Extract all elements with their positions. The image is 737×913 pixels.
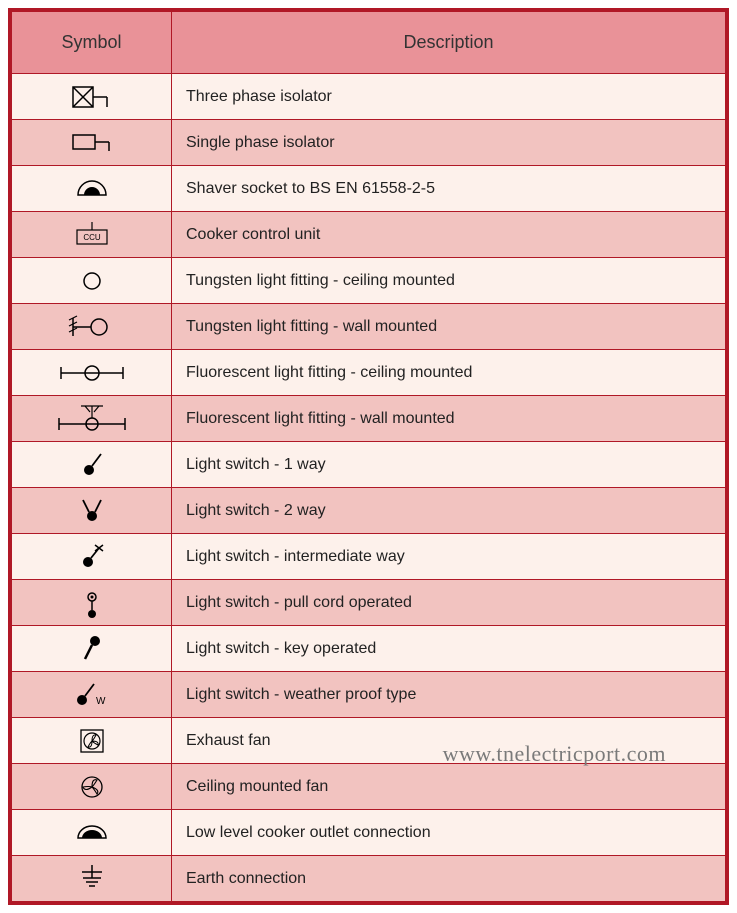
desc: Light switch - intermediate way [172,534,726,580]
table-row: Fluorescent light fitting - wall mounted [12,396,726,442]
table-row: Fluorescent light fitting - ceiling moun… [12,350,726,396]
tungsten-ceiling-icon [12,258,172,304]
desc: Fluorescent light fitting - ceiling moun… [172,350,726,396]
desc: Three phase isolator [172,74,726,120]
header-description: Description [172,12,726,74]
desc: Exhaust fan [172,718,726,764]
desc: Low level cooker outlet connection [172,810,726,856]
desc: Light switch - weather proof type [172,672,726,718]
three-phase-isolator-icon [12,74,172,120]
exhaust-fan-icon [12,718,172,764]
light-switch-intermediate-icon [12,534,172,580]
table-row: Tungsten light fitting - wall mounted [12,304,726,350]
legend-table: Symbol Description Three phase isolator … [11,11,726,902]
desc: Light switch - key operated [172,626,726,672]
table-row: Light switch - 2 way [12,488,726,534]
desc: Ceiling mounted fan [172,764,726,810]
desc: Tungsten light fitting - ceiling mounted [172,258,726,304]
table-row: Light switch - key operated [12,626,726,672]
desc: Single phase isolator [172,120,726,166]
desc: Shaver socket to BS EN 61558-2-5 [172,166,726,212]
single-phase-isolator-icon [12,120,172,166]
fluorescent-wall-icon [12,396,172,442]
light-switch-pullcord-icon [12,580,172,626]
cooker-control-unit-icon: CCU [12,212,172,258]
table-row: Low level cooker outlet connection [12,810,726,856]
table-row: Shaver socket to BS EN 61558-2-5 [12,166,726,212]
desc: Light switch - pull cord operated [172,580,726,626]
earth-connection-icon [12,856,172,902]
symbol-legend-table: Symbol Description Three phase isolator … [8,8,729,905]
fluorescent-ceiling-icon [12,350,172,396]
shaver-socket-icon [12,166,172,212]
table-row: W Light switch - weather proof type [12,672,726,718]
light-switch-1way-icon [12,442,172,488]
light-switch-2way-icon [12,488,172,534]
header-symbol: Symbol [12,12,172,74]
table-row: Exhaust fan [12,718,726,764]
ceiling-fan-icon [12,764,172,810]
desc: Light switch - 1 way [172,442,726,488]
cooker-outlet-icon [12,810,172,856]
table-row: Light switch - pull cord operated [12,580,726,626]
table-row: Three phase isolator [12,74,726,120]
light-switch-key-icon [12,626,172,672]
table-row: Ceiling mounted fan [12,764,726,810]
light-switch-weatherproof-icon: W [12,672,172,718]
table-row: Single phase isolator [12,120,726,166]
desc: Light switch - 2 way [172,488,726,534]
desc: Fluorescent light fitting - wall mounted [172,396,726,442]
table-row: Tungsten light fitting - ceiling mounted [12,258,726,304]
tungsten-wall-icon [12,304,172,350]
desc: Tungsten light fitting - wall mounted [172,304,726,350]
svg-text:CCU: CCU [83,233,101,242]
desc: Earth connection [172,856,726,902]
desc: Cooker control unit [172,212,726,258]
table-row: Earth connection [12,856,726,902]
table-row: CCU Cooker control unit [12,212,726,258]
svg-text:W: W [96,696,106,707]
table-row: Light switch - 1 way [12,442,726,488]
table-row: Light switch - intermediate way [12,534,726,580]
